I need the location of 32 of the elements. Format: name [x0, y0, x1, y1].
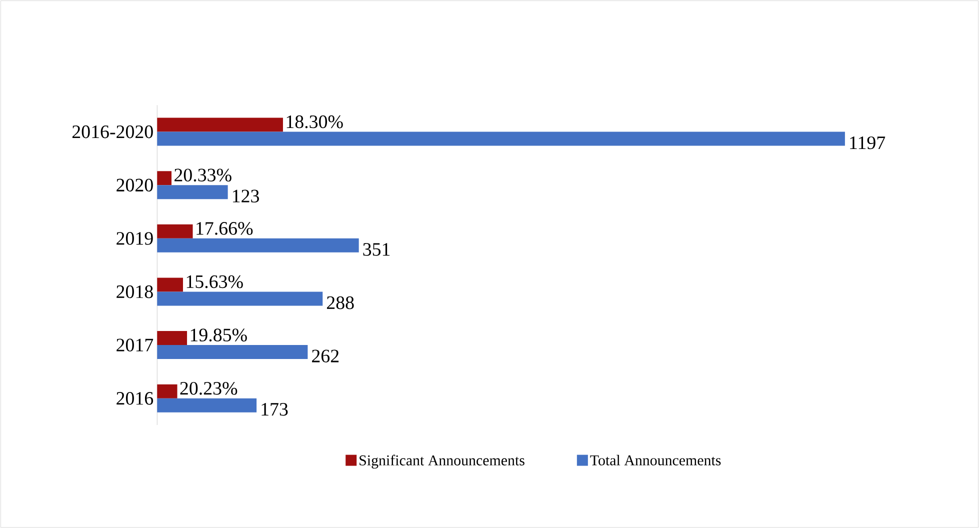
bar — [157, 171, 172, 186]
annotation: 18.30% — [286, 115, 343, 128]
bar — [157, 398, 257, 412]
annotation: 20.33% — [174, 168, 232, 182]
legend-label: Significant Announcements — [360, 454, 524, 468]
annotation: 19.85% — [190, 328, 247, 342]
bar — [157, 118, 283, 132]
bar — [157, 344, 308, 359]
bar — [157, 384, 178, 398]
y-tick-label: 2018 — [116, 285, 153, 298]
y-tick-label: 2019 — [116, 232, 153, 245]
legend-label: Total Announcements — [590, 454, 721, 466]
bar — [157, 238, 359, 252]
data-label: 288 — [326, 296, 354, 310]
annotation: 17.66% — [196, 222, 253, 235]
bar — [157, 278, 183, 292]
annotation: 15.63% — [186, 275, 243, 288]
data-label: 262 — [312, 350, 339, 362]
y-tick-label: 2017 — [116, 338, 154, 352]
bar — [157, 132, 845, 146]
bar — [157, 185, 228, 200]
bar — [157, 224, 193, 238]
data-label: 123 — [232, 190, 259, 202]
data-label: 351 — [363, 242, 390, 256]
data-label: 173 — [262, 402, 288, 416]
y-tick-label: 2016 — [116, 392, 154, 405]
y-tick-label: 2016-2020 — [72, 125, 153, 138]
bar — [157, 330, 188, 345]
y-tick-label: 2020 — [116, 178, 153, 192]
annotation: 20.23% — [180, 382, 238, 395]
data-label: 1197 — [850, 136, 886, 150]
bar — [157, 292, 323, 306]
